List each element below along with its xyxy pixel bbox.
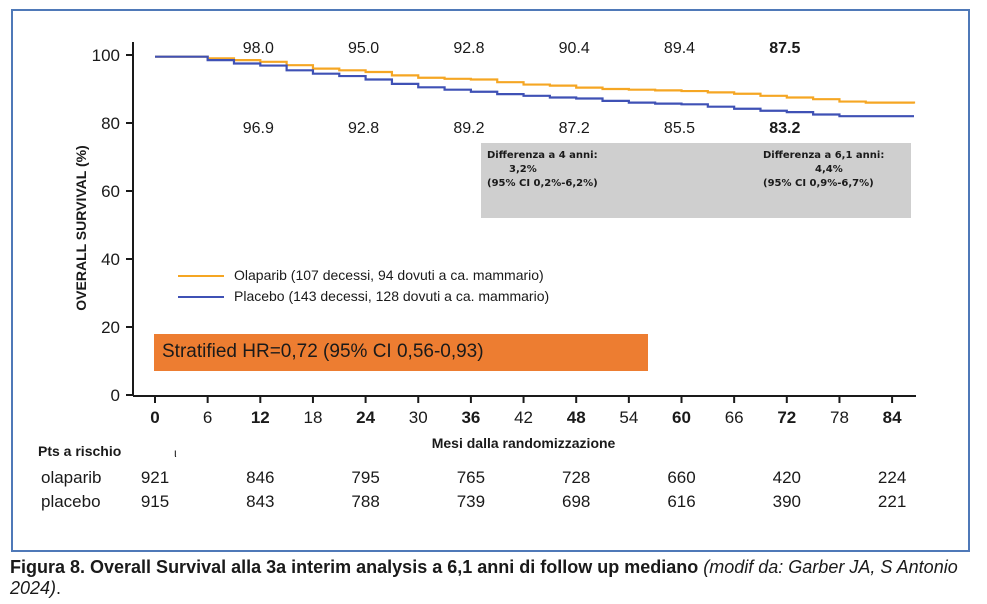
legend-label-olaparib: Olaparib (107 decessi, 94 dovuti a ca. m… bbox=[234, 267, 544, 283]
risk-table-cell: 739 bbox=[456, 492, 486, 511]
diff-6-value: 4,4% bbox=[815, 164, 843, 175]
legend-swatch-placebo bbox=[178, 296, 224, 298]
diff-4-years-note: Differenza a 4 anni: 3,2% (95% CI 0,2%-6… bbox=[487, 149, 598, 191]
x-tick-label: 78 bbox=[830, 408, 849, 427]
y-tick-label: 0 bbox=[111, 386, 120, 405]
diff-6-ci: (95% CI 0,9%-6,7%) bbox=[763, 178, 874, 189]
x-tick-label: 6 bbox=[203, 408, 212, 427]
risk-row-label-placebo: placebo bbox=[41, 492, 101, 511]
placebo-value-label: 87.2 bbox=[559, 120, 590, 137]
olaparib-value-label: 89.4 bbox=[664, 40, 695, 57]
olaparib-value-label: 92.8 bbox=[453, 40, 484, 57]
caption-title: Figura 8. Overall Survival alla 3a inter… bbox=[10, 557, 699, 577]
caption-source: (modif da: Garber JA, S Antonio 2024) bbox=[10, 557, 958, 598]
diff-4-ci: (95% CI 0,2%-6,2%) bbox=[487, 178, 598, 189]
y-tick-label: 40 bbox=[101, 250, 120, 269]
x-tick-label: 66 bbox=[725, 408, 744, 427]
risk-table-cell: 224 bbox=[877, 468, 907, 487]
legend-swatch-olaparib bbox=[178, 275, 224, 277]
x-tick-label: 12 bbox=[251, 408, 270, 427]
risk-table-cell: 921 bbox=[140, 468, 170, 487]
risk-table-cell: 698 bbox=[562, 492, 591, 511]
risk-row-label-olaparib: olaparib bbox=[41, 468, 102, 487]
risk-table-cell: 616 bbox=[667, 492, 696, 511]
risk-table-cell: 221 bbox=[877, 492, 907, 511]
placebo-value-label: 96.9 bbox=[243, 120, 274, 137]
y-tick-label: 100 bbox=[92, 46, 120, 65]
y-tick-label: 80 bbox=[101, 114, 120, 133]
x-tick-label: 24 bbox=[356, 408, 375, 427]
olaparib-value-label: 90.4 bbox=[559, 40, 590, 57]
risk-table-cell: 915 bbox=[140, 492, 170, 511]
risk-table-cell: 846 bbox=[246, 468, 275, 487]
risk-table-cell: 728 bbox=[562, 468, 591, 487]
risk-table-mark: ι bbox=[174, 446, 177, 460]
x-tick-label: 36 bbox=[461, 408, 480, 427]
risk-table-cell: 843 bbox=[246, 492, 275, 511]
y-tick-label: 60 bbox=[101, 182, 120, 201]
risk-table-cell: 795 bbox=[351, 468, 380, 487]
hazard-ratio-text: Stratified HR=0,72 (95% CI 0,56-0,93) bbox=[162, 341, 484, 362]
x-tick-label: 54 bbox=[619, 408, 638, 427]
diff-4-title: Differenza a 4 anni: bbox=[487, 150, 598, 161]
hazard-ratio-box: Stratified HR=0,72 (95% CI 0,56-0,93) bbox=[154, 334, 648, 371]
x-tick-label: 48 bbox=[567, 408, 586, 427]
y-axis-title: OVERALL SURVIVAL (%) bbox=[73, 145, 89, 310]
risk-table-cell: 788 bbox=[351, 492, 380, 511]
placebo-curve bbox=[155, 55, 914, 118]
y-tick-label: 20 bbox=[101, 318, 120, 337]
x-tick-label: 84 bbox=[883, 408, 902, 427]
placebo-value-label: 85.5 bbox=[664, 120, 695, 137]
risk-table-cell: 420 bbox=[772, 468, 801, 487]
risk-table-cell: 765 bbox=[456, 468, 486, 487]
legend-label-placebo: Placebo (143 decessi, 128 dovuti a ca. m… bbox=[234, 288, 550, 304]
diff-6-title: Differenza a 6,1 anni: bbox=[763, 150, 885, 161]
caption-end: . bbox=[56, 578, 62, 598]
risk-table-title: Pts a rischio bbox=[38, 443, 122, 459]
figure-caption: Figura 8. Overall Survival alla 3a inter… bbox=[10, 557, 980, 599]
x-tick-label: 0 bbox=[150, 408, 159, 427]
placebo-value-label: 89.2 bbox=[453, 120, 484, 137]
olaparib-value-label: 95.0 bbox=[348, 40, 379, 57]
x-tick-label: 42 bbox=[514, 408, 533, 427]
x-tick-label: 18 bbox=[303, 408, 322, 427]
risk-table-cell: 390 bbox=[772, 492, 801, 511]
figure-frame bbox=[11, 9, 970, 552]
x-tick-label: 60 bbox=[672, 408, 691, 427]
olaparib-value-label: 98.0 bbox=[243, 40, 274, 57]
olaparib-value-label: 87.5 bbox=[769, 40, 800, 57]
placebo-value-label: 83.2 bbox=[769, 120, 800, 137]
x-tick-label: 72 bbox=[777, 408, 796, 427]
risk-table-cell: 660 bbox=[667, 468, 696, 487]
x-tick-label: 30 bbox=[409, 408, 428, 427]
diff-6-years-note: Differenza a 6,1 anni: 4,4% (95% CI 0,9%… bbox=[763, 149, 884, 191]
difference-box: Differenza a 4 anni: 3,2% (95% CI 0,2%-6… bbox=[481, 143, 911, 218]
x-axis-title: Mesi dalla randomizzazione bbox=[432, 435, 616, 451]
diff-4-value: 3,2% bbox=[509, 164, 537, 175]
olaparib-curve bbox=[155, 55, 916, 104]
placebo-value-label: 92.8 bbox=[348, 120, 379, 137]
